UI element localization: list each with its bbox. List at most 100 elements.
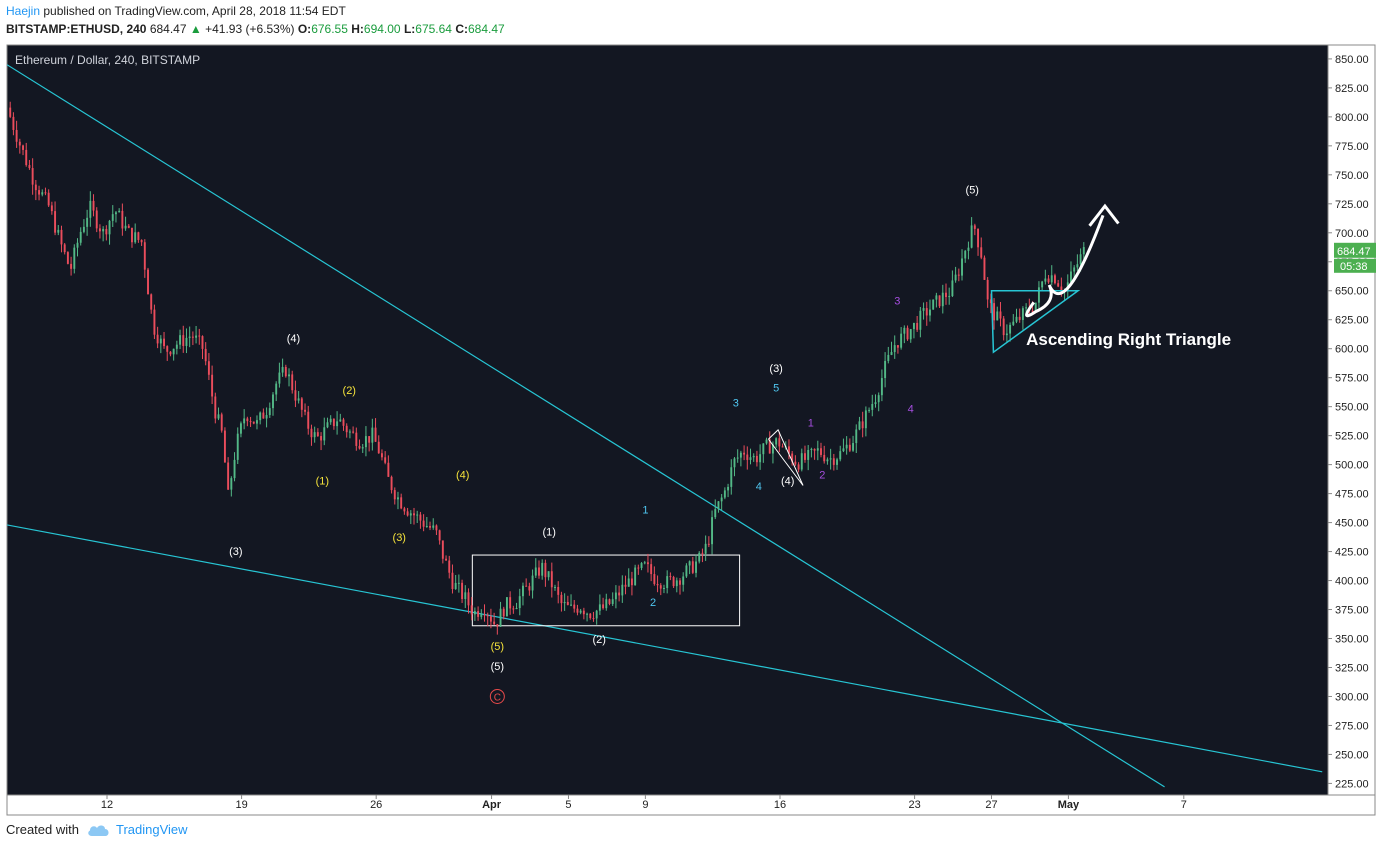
candle-body [964, 250, 967, 259]
wave-label: 4 [756, 481, 762, 493]
ascending-triangle [990, 289, 1081, 354]
candle-body [880, 378, 883, 396]
price-tick-label: 500.00 [1335, 460, 1369, 472]
candle-body [1009, 324, 1012, 334]
open-label: O: [297, 22, 312, 36]
candle-body [826, 459, 829, 462]
price-tick-label: 825.00 [1335, 83, 1369, 95]
candle-body [762, 443, 765, 455]
trendline [7, 64, 1165, 788]
candle-body [137, 232, 140, 240]
candle-body [932, 299, 935, 310]
candle-body [621, 584, 624, 596]
candle-body [438, 530, 441, 541]
high-value: 694.00 [363, 22, 401, 36]
candle-body [159, 338, 162, 344]
candle-body [461, 582, 464, 599]
candle-body [541, 562, 544, 576]
candle-body [1041, 281, 1044, 288]
candle-body [336, 421, 339, 427]
candle-body [429, 526, 431, 528]
candle-body [441, 540, 444, 559]
candle-body [179, 335, 182, 345]
price-tick-label: 425.00 [1335, 547, 1369, 559]
price-axis-background [1328, 45, 1375, 795]
candle-body [499, 608, 502, 627]
wave-label: (3) [393, 532, 406, 544]
candle-body [855, 429, 858, 444]
candle-body [496, 624, 499, 627]
candle-body [698, 552, 701, 562]
candle-body [852, 443, 855, 451]
candle-body [342, 419, 345, 426]
candle-body [50, 205, 53, 212]
candle-body [598, 604, 601, 611]
candle-body [804, 453, 806, 460]
candle-body [358, 445, 361, 449]
candle-body [602, 604, 605, 609]
candle-body [275, 383, 278, 395]
candle-body [153, 309, 156, 335]
candle-body [211, 374, 214, 397]
candle-body [778, 438, 781, 447]
candle-body [771, 444, 774, 454]
candle-body [390, 476, 393, 491]
wave-label: 1 [808, 417, 814, 429]
candle-body [12, 116, 15, 130]
candle-body [582, 610, 585, 615]
candle-body [448, 560, 451, 573]
up-arrow-icon: ▲ [189, 22, 202, 36]
candle-body [672, 577, 675, 587]
candle-body [259, 412, 262, 421]
candle-body [220, 414, 223, 431]
candle-body [868, 409, 871, 411]
candle-body [22, 145, 24, 150]
candle-body [1050, 275, 1053, 283]
price-tick-label: 275.00 [1335, 720, 1369, 732]
candle-body [727, 486, 730, 491]
time-tick-label: 7 [1181, 799, 1187, 811]
candle-body [679, 580, 681, 585]
wedge-lines [768, 428, 804, 486]
candle-body [102, 228, 105, 232]
candle-body [1015, 316, 1018, 322]
symbol-bar: BITSTAMP:ETHUSD, 240 684.47 ▲ +41.93 (+6… [6, 22, 505, 36]
candle-body [733, 458, 736, 468]
candle-body [195, 335, 198, 338]
candle-body [1034, 302, 1037, 312]
candle-body [294, 390, 297, 401]
price-tick-label: 625.00 [1335, 315, 1369, 327]
candle-body [864, 410, 867, 429]
wave-label: (3) [229, 546, 242, 558]
candle-body [143, 242, 146, 270]
tradingview-brand[interactable]: TradingView [87, 822, 188, 837]
candle-body [967, 247, 970, 251]
candle-body [890, 352, 893, 355]
range-box [471, 554, 741, 627]
candle-body [573, 604, 576, 609]
time-tick-label: 12 [101, 799, 113, 811]
candle-body [201, 336, 204, 349]
candle-body [105, 228, 108, 235]
time-tick-label: 16 [774, 799, 786, 811]
candle-body [182, 335, 185, 346]
candle-body [566, 601, 569, 605]
candle-body [57, 229, 60, 233]
time-tick-label: 23 [908, 799, 920, 811]
candle-body [31, 168, 34, 185]
candle-body [839, 451, 842, 460]
candle-body [1076, 264, 1079, 268]
circled-c-ring [489, 688, 505, 704]
author-link[interactable]: Haejin [6, 4, 41, 18]
candle-body [695, 561, 697, 573]
candle-body [297, 398, 300, 401]
candle-body [791, 453, 794, 462]
candle-body [557, 586, 560, 595]
candle-body [861, 421, 864, 429]
candle-body [323, 427, 326, 441]
candle-body [752, 455, 755, 458]
candle-body [214, 396, 217, 419]
candle-body [227, 462, 230, 490]
candle-body [605, 599, 608, 609]
